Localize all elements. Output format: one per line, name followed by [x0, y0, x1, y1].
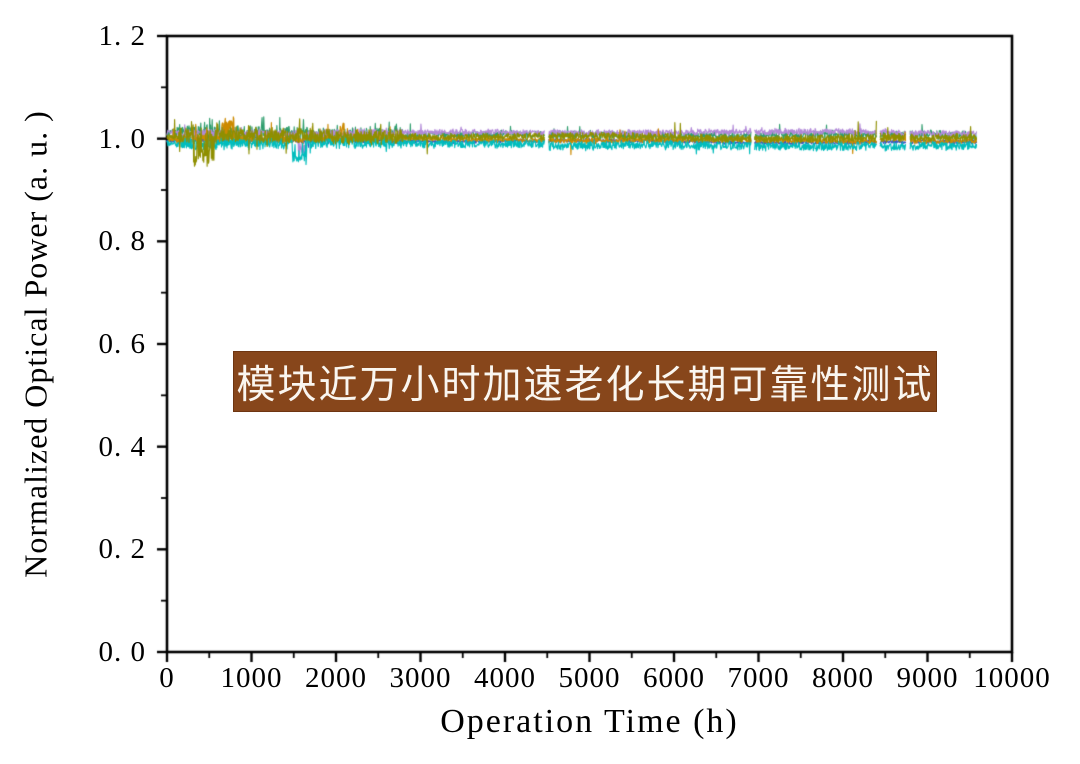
x-axis-title: Operation Time (h) — [440, 703, 739, 740]
y-axis-title: Normalized Optical Power (a. u. ) — [17, 110, 54, 578]
x-tick-label: 0 — [159, 662, 175, 694]
x-tick-label: 10000 — [973, 662, 1051, 694]
x-tick-label: 6000 — [643, 662, 705, 694]
x-tick-label: 8000 — [812, 662, 874, 694]
x-tick-label: 5000 — [558, 662, 621, 694]
x-tick-label: 4000 — [474, 662, 536, 694]
y-tick-label: 1. 2 — [98, 20, 146, 52]
x-tick-label: 2000 — [305, 662, 367, 694]
y-tick-label: 0. 2 — [98, 533, 146, 566]
annotation-banner: 模块近万小时加速老化长期可靠性测试 — [233, 351, 937, 412]
x-tick-label: 9000 — [896, 662, 959, 694]
x-tick-label: 7000 — [727, 662, 790, 694]
y-tick-label: 0. 0 — [98, 636, 146, 668]
x-tick-label: 1000 — [220, 662, 283, 694]
y-tick-label: 1. 0 — [98, 122, 146, 155]
y-tick-label: 0. 4 — [98, 430, 146, 463]
x-tick-label: 3000 — [389, 662, 452, 694]
y-tick-label: 0. 8 — [98, 225, 146, 258]
y-tick-label: 0. 6 — [98, 328, 146, 360]
